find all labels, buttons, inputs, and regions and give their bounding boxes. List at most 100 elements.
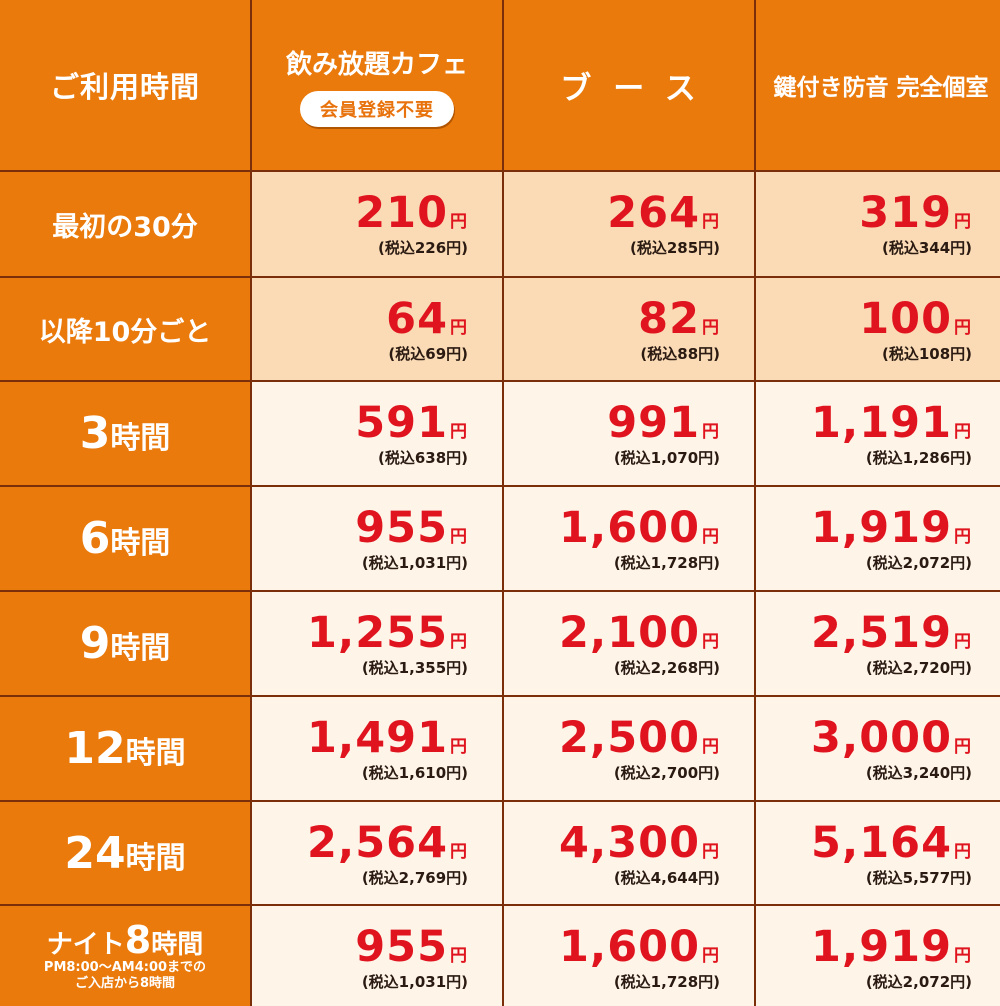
price-cell: 64 円 (税込69円)	[252, 278, 502, 380]
price-cell: 3,000 円 (税込3,240円)	[756, 697, 1000, 800]
yen-unit: 円	[450, 632, 468, 652]
yen-unit: 円	[702, 212, 720, 232]
price-amount: 3,000	[810, 713, 952, 763]
price-amount: 991	[607, 398, 700, 448]
price-amount: 4,300	[558, 818, 700, 868]
price-amount: 591	[355, 398, 448, 448]
tax-included-price: (税込88円)	[640, 345, 720, 363]
price-amount: 2,564	[306, 818, 448, 868]
price-amount: 264	[607, 188, 700, 238]
row-label-unit: 時間	[125, 840, 186, 876]
yen-unit: 円	[702, 946, 720, 966]
price-amount: 1,600	[558, 922, 700, 972]
row-label-hours: 3	[79, 408, 111, 459]
yen-unit: 円	[954, 842, 972, 862]
header-time-label: ご利用時間	[49, 70, 200, 104]
price-amount: 1,919	[810, 922, 952, 972]
row-label: 以降10分ごと	[0, 278, 250, 380]
tax-included-price: (税込1,070円)	[613, 449, 720, 467]
price-amount: 1,600	[558, 503, 700, 553]
tax-included-price: (税込638円)	[377, 449, 468, 467]
tax-included-price: (税込2,072円)	[865, 973, 972, 991]
header-booth-label: ブース	[560, 70, 718, 107]
price-amount: 319	[859, 188, 952, 238]
price-cell: 210 円 (税込226円)	[252, 172, 502, 276]
price-cell: 1,191 円 (税込1,286円)	[756, 382, 1000, 485]
yen-unit: 円	[954, 737, 972, 757]
header-private: 鍵付き防音 完全個室	[756, 0, 1000, 170]
row-label: 3時間	[0, 382, 250, 485]
price-cell: 4,300 円 (税込4,644円)	[504, 802, 754, 904]
price-amount: 1,491	[306, 713, 448, 763]
tax-included-price: (税込2,700円)	[613, 764, 720, 782]
row-label-night: ナイト8時間 PM8:00～AM4:00までの ご入店から8時間	[0, 906, 250, 1006]
row-label-text: 最初の30分	[52, 211, 198, 243]
yen-unit: 円	[954, 212, 972, 232]
tax-included-price: (税込1,355円)	[361, 659, 468, 677]
night-duration-note: ご入店から8時間	[74, 976, 176, 991]
row-label-unit: 時間	[125, 736, 186, 771]
price-amount: 1,255	[306, 608, 448, 658]
yen-unit: 円	[702, 632, 720, 652]
price-amount: 100	[859, 294, 952, 344]
yen-unit: 円	[450, 737, 468, 757]
row-label-unit: 時間	[110, 631, 171, 666]
yen-unit: 円	[702, 318, 720, 338]
tax-included-price: (税込1,031円)	[361, 554, 468, 572]
price-amount: 64	[386, 294, 448, 344]
price-cell: 1,491 円 (税込1,610円)	[252, 697, 502, 800]
tax-included-price: (税込285円)	[629, 239, 720, 257]
tax-included-price: (税込1,286円)	[865, 449, 972, 467]
yen-unit: 円	[702, 422, 720, 442]
tax-included-price: (税込4,644円)	[613, 869, 720, 887]
tax-included-price: (税込69円)	[388, 345, 468, 363]
yen-unit: 円	[702, 842, 720, 862]
price-amount: 2,100	[558, 608, 700, 658]
yen-unit: 円	[450, 842, 468, 862]
row-label: 最初の30分	[0, 172, 250, 276]
yen-unit: 円	[954, 318, 972, 338]
row-label-hours: 9	[79, 618, 111, 669]
price-amount: 210	[355, 188, 448, 238]
price-amount: 1,191	[810, 398, 952, 448]
tax-included-price: (税込2,072円)	[865, 554, 972, 572]
header-time: ご利用時間	[0, 0, 250, 170]
price-cell: 1,919 円 (税込2,072円)	[756, 487, 1000, 590]
price-cell: 2,519 円 (税込2,720円)	[756, 592, 1000, 695]
tax-included-price: (税込1,031円)	[361, 973, 468, 991]
row-label-hours: 8	[124, 917, 152, 962]
price-cell: 991 円 (税込1,070円)	[504, 382, 754, 485]
price-cell: 264 円 (税込285円)	[504, 172, 754, 276]
tax-included-price: (税込2,769円)	[361, 869, 468, 887]
price-amount: 955	[355, 503, 448, 553]
tax-included-price: (税込108円)	[881, 345, 972, 363]
yen-unit: 円	[954, 632, 972, 652]
row-label: 9時間	[0, 592, 250, 695]
price-amount: 2,519	[810, 608, 952, 658]
row-label: 6時間	[0, 487, 250, 590]
price-cell: 1,919 円 (税込2,072円)	[756, 906, 1000, 1006]
price-cell: 955 円 (税込1,031円)	[252, 906, 502, 1006]
price-cell: 82 円 (税込88円)	[504, 278, 754, 380]
row-label: 12時間	[0, 697, 250, 800]
yen-unit: 円	[450, 946, 468, 966]
tax-included-price: (税込1,728円)	[613, 973, 720, 991]
tax-included-price: (税込344円)	[881, 239, 972, 257]
row-label-hours: 12	[64, 723, 126, 774]
yen-unit: 円	[954, 422, 972, 442]
price-amount: 955	[355, 922, 448, 972]
night-label: ナイト	[46, 929, 125, 960]
price-amount: 2,500	[558, 713, 700, 763]
tax-included-price: (税込2,268円)	[613, 659, 720, 677]
yen-unit: 円	[954, 527, 972, 547]
price-cell: 1,600 円 (税込1,728円)	[504, 906, 754, 1006]
tax-included-price: (税込2,720円)	[865, 659, 972, 677]
header-booth: ブース	[504, 0, 754, 170]
tax-included-price: (税込226円)	[377, 239, 468, 257]
yen-unit: 円	[450, 212, 468, 232]
night-time-note: PM8:00～AM4:00までの	[43, 959, 207, 975]
price-cell: 5,164 円 (税込5,577円)	[756, 802, 1000, 904]
yen-unit: 円	[954, 946, 972, 966]
tax-included-price: (税込5,577円)	[865, 869, 972, 887]
